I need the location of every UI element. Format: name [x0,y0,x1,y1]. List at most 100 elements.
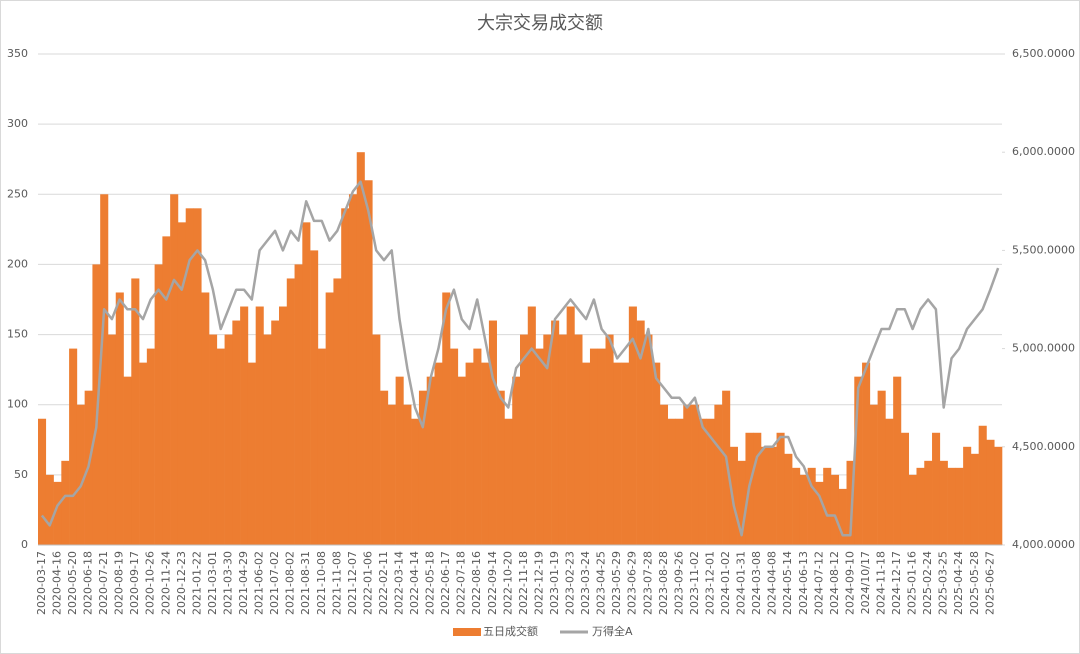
bar [53,481,62,545]
bar [442,292,451,545]
bar [240,306,249,545]
bar [776,432,785,545]
bar [294,264,303,545]
bar [862,362,871,545]
bar [893,376,902,545]
bar [636,320,645,545]
bar [978,425,987,545]
x-tick-label: 2020-04-16 [50,551,63,615]
bar [263,334,272,545]
bar [659,404,669,545]
x-tick-label: 2020-07-21 [97,551,110,615]
bar [341,208,350,546]
bar [488,320,497,545]
bar [924,460,933,545]
x-tick-label: 2021-12-07 [346,551,359,615]
x-tick-label: 2025-05-28 [968,551,981,615]
x-tick-label: 2022-02-11 [377,551,390,615]
y-tick-label: 250 [7,187,28,200]
bar [970,453,979,545]
bar [877,390,886,545]
bar [38,418,47,545]
bar [613,362,622,545]
bar [986,439,995,545]
bar [496,390,505,545]
x-tick-label: 2022-12-19 [532,551,545,615]
x-tick-label: 2022-09-14 [486,551,499,615]
bar [652,362,661,545]
bar [939,460,948,545]
x-tick-label: 2021-10-08 [315,551,328,615]
bar [177,222,187,546]
bar [838,488,847,545]
x-tick-label: 2021-06-02 [253,551,266,615]
x-tick-label: 2023-01-19 [548,551,561,615]
bar [317,348,326,545]
bar [380,390,389,545]
bar [395,376,404,545]
bar [481,362,490,545]
y2-tick-label: 4,000.0000 [1012,538,1075,551]
x-tick-label: 2022-08-16 [470,551,483,615]
bar [830,474,840,545]
bar [107,334,117,545]
x-tick-label: 2023-12-01 [703,551,716,615]
x-tick-label: 2025-01-16 [906,551,919,615]
bar [92,264,101,545]
x-tick-label: 2025-03-25 [937,551,950,615]
x-tick-label: 2023-06-29 [626,551,639,615]
x-tick-label: 2024-01-31 [735,551,748,615]
bar [146,348,155,545]
x-tick-label: 2022-10-20 [501,551,514,615]
bar [403,404,412,545]
x-tick-label: 2022-04-14 [408,551,421,615]
bar [714,404,723,545]
bar [621,362,630,545]
y2-tick-label: 4,500.0000 [1012,440,1075,453]
x-tick-label: 2021-11-08 [330,551,343,615]
bar [100,194,109,546]
x-tick-label: 2020-11-24 [159,551,172,615]
bar [457,376,466,545]
bar [869,404,878,545]
bar [154,264,163,545]
bar [535,348,544,545]
legend-label: 五日成交额 [483,624,538,638]
x-tick-label: 2024-08-12 [828,551,841,615]
bar [69,348,78,545]
bar [162,236,171,545]
bar [854,376,863,545]
x-tick-label: 2024-01-02 [719,551,732,615]
bar [675,418,684,545]
bar [247,362,256,545]
bar [372,334,381,545]
x-tick-label: 2023-02-23 [564,551,577,615]
bar [644,334,653,545]
bar [232,320,241,545]
bar [123,376,132,545]
y-tick-label: 150 [7,328,28,341]
y-tick-label: 100 [7,398,28,411]
x-tick-label: 2022-07-18 [455,551,468,615]
bar [698,418,707,545]
bar [628,306,637,545]
bar [512,376,521,545]
bar [426,376,435,545]
x-tick-label: 2025-06-27 [983,551,996,615]
bar [302,222,311,546]
bar [418,390,428,545]
x-tick-label: 2024-03-08 [750,551,763,615]
bar [193,208,202,546]
x-tick-label: 2021-03-30 [221,551,234,615]
bar [768,446,777,545]
x-tick-label: 2023-09-26 [672,551,685,615]
bar [846,460,855,545]
x-tick-label: 2020-06-18 [82,551,95,615]
bar [348,194,358,546]
bar [286,278,295,545]
y2-tick-label: 6,500.0000 [1012,47,1075,60]
bar [574,334,583,545]
x-tick-label: 2024/10/17 [859,551,872,614]
x-tick-label: 2021-03-01 [206,551,219,615]
